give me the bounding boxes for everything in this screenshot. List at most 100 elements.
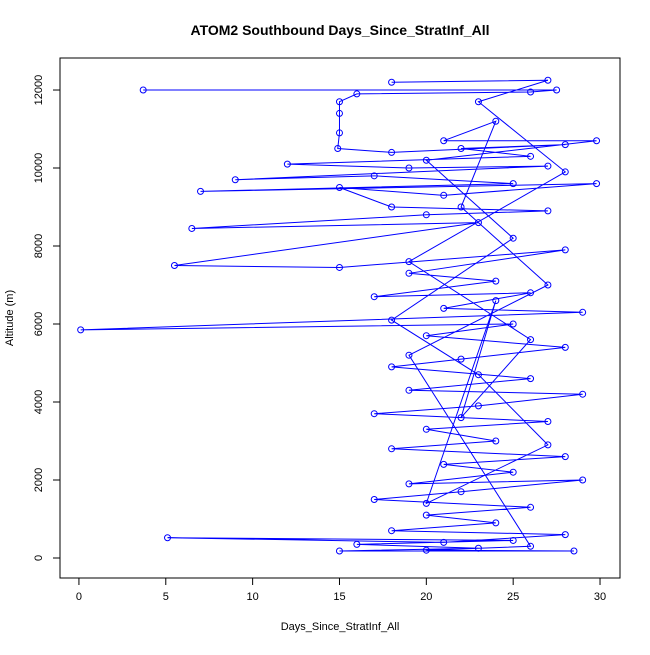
data-point <box>544 207 552 215</box>
data-point <box>422 511 430 519</box>
data-point <box>457 488 465 496</box>
data-point <box>405 164 413 172</box>
data-point <box>553 86 561 94</box>
data-point <box>492 519 500 527</box>
x-tick-label: 25 <box>507 591 519 603</box>
data-point <box>527 289 535 297</box>
data-point <box>197 187 205 195</box>
data-point <box>492 117 500 125</box>
data-point <box>370 495 378 503</box>
x-tick-label: 5 <box>163 591 169 603</box>
data-point <box>474 402 482 410</box>
y-tick-label: 12000 <box>33 75 45 106</box>
data-point <box>335 109 343 117</box>
data-point <box>405 386 413 394</box>
data-point <box>440 191 448 199</box>
data-point <box>370 293 378 301</box>
data-point <box>370 172 378 180</box>
data-point <box>335 263 343 271</box>
data-point <box>509 320 517 328</box>
data-point <box>422 211 430 219</box>
data-point <box>353 90 361 98</box>
data-point <box>188 224 196 232</box>
x-tick-label: 15 <box>333 591 345 603</box>
data-point <box>422 156 430 164</box>
data-point <box>422 425 430 433</box>
data-point <box>561 141 569 149</box>
data-point <box>457 145 465 153</box>
data-point <box>388 527 396 535</box>
data-point <box>170 262 178 270</box>
data-point <box>474 371 482 379</box>
data-point <box>527 503 535 511</box>
data-point <box>422 499 430 507</box>
data-point <box>334 145 342 153</box>
data-point <box>440 460 448 468</box>
data-point <box>370 410 378 418</box>
data-point <box>405 351 413 359</box>
x-tick-label: 10 <box>247 591 259 603</box>
y-tick-label: 2000 <box>33 468 45 492</box>
data-point <box>561 246 569 254</box>
data-point <box>440 304 448 312</box>
data-point <box>593 180 601 188</box>
data-point <box>388 316 396 324</box>
data-point <box>544 441 552 449</box>
data-point <box>561 168 569 176</box>
data-point <box>579 390 587 398</box>
data-point <box>388 78 396 86</box>
data-point <box>579 308 587 316</box>
data-point <box>440 137 448 145</box>
data-point <box>388 148 396 156</box>
data-point <box>492 437 500 445</box>
data-point <box>139 86 147 94</box>
data-point <box>561 531 569 539</box>
data-point <box>440 538 448 546</box>
data-point <box>335 547 343 555</box>
data-point <box>579 476 587 484</box>
data-point <box>544 418 552 426</box>
data-point <box>164 534 172 542</box>
data-point <box>492 297 500 305</box>
data-point <box>527 88 535 96</box>
data-point <box>544 162 552 170</box>
data-point <box>405 258 413 266</box>
data-point <box>77 326 85 334</box>
data-point <box>422 546 430 554</box>
data-point <box>509 536 517 544</box>
data-point <box>405 269 413 277</box>
y-axis-label: Altitude (m) <box>4 290 16 346</box>
plot-frame <box>59 57 621 579</box>
data-point <box>335 98 343 106</box>
y-tick-label: 6000 <box>33 312 45 336</box>
y-tick-label: 4000 <box>33 390 45 414</box>
data-point <box>388 203 396 211</box>
data-point <box>474 219 482 227</box>
data-point <box>509 234 517 242</box>
data-point <box>593 137 601 145</box>
x-tick-label: 0 <box>76 591 82 603</box>
data-point <box>561 343 569 351</box>
data-point <box>527 375 535 383</box>
data-point <box>561 453 569 461</box>
data-point <box>527 152 535 160</box>
data-point <box>335 129 343 137</box>
data-point <box>570 547 578 555</box>
data-point <box>335 184 343 192</box>
x-tick-label: 20 <box>420 591 432 603</box>
data-point <box>388 445 396 453</box>
data-point <box>422 332 430 340</box>
x-axis-label: Days_Since_StratInf_All <box>281 621 400 633</box>
data-point <box>231 176 239 184</box>
data-point <box>544 76 552 84</box>
y-tick-label: 8000 <box>33 234 45 258</box>
data-point <box>388 363 396 371</box>
data-point <box>544 281 552 289</box>
data-point <box>509 180 517 188</box>
data-point <box>405 480 413 488</box>
data-point <box>509 468 517 476</box>
y-tick-label: 10000 <box>33 153 45 184</box>
data-point <box>283 160 291 168</box>
